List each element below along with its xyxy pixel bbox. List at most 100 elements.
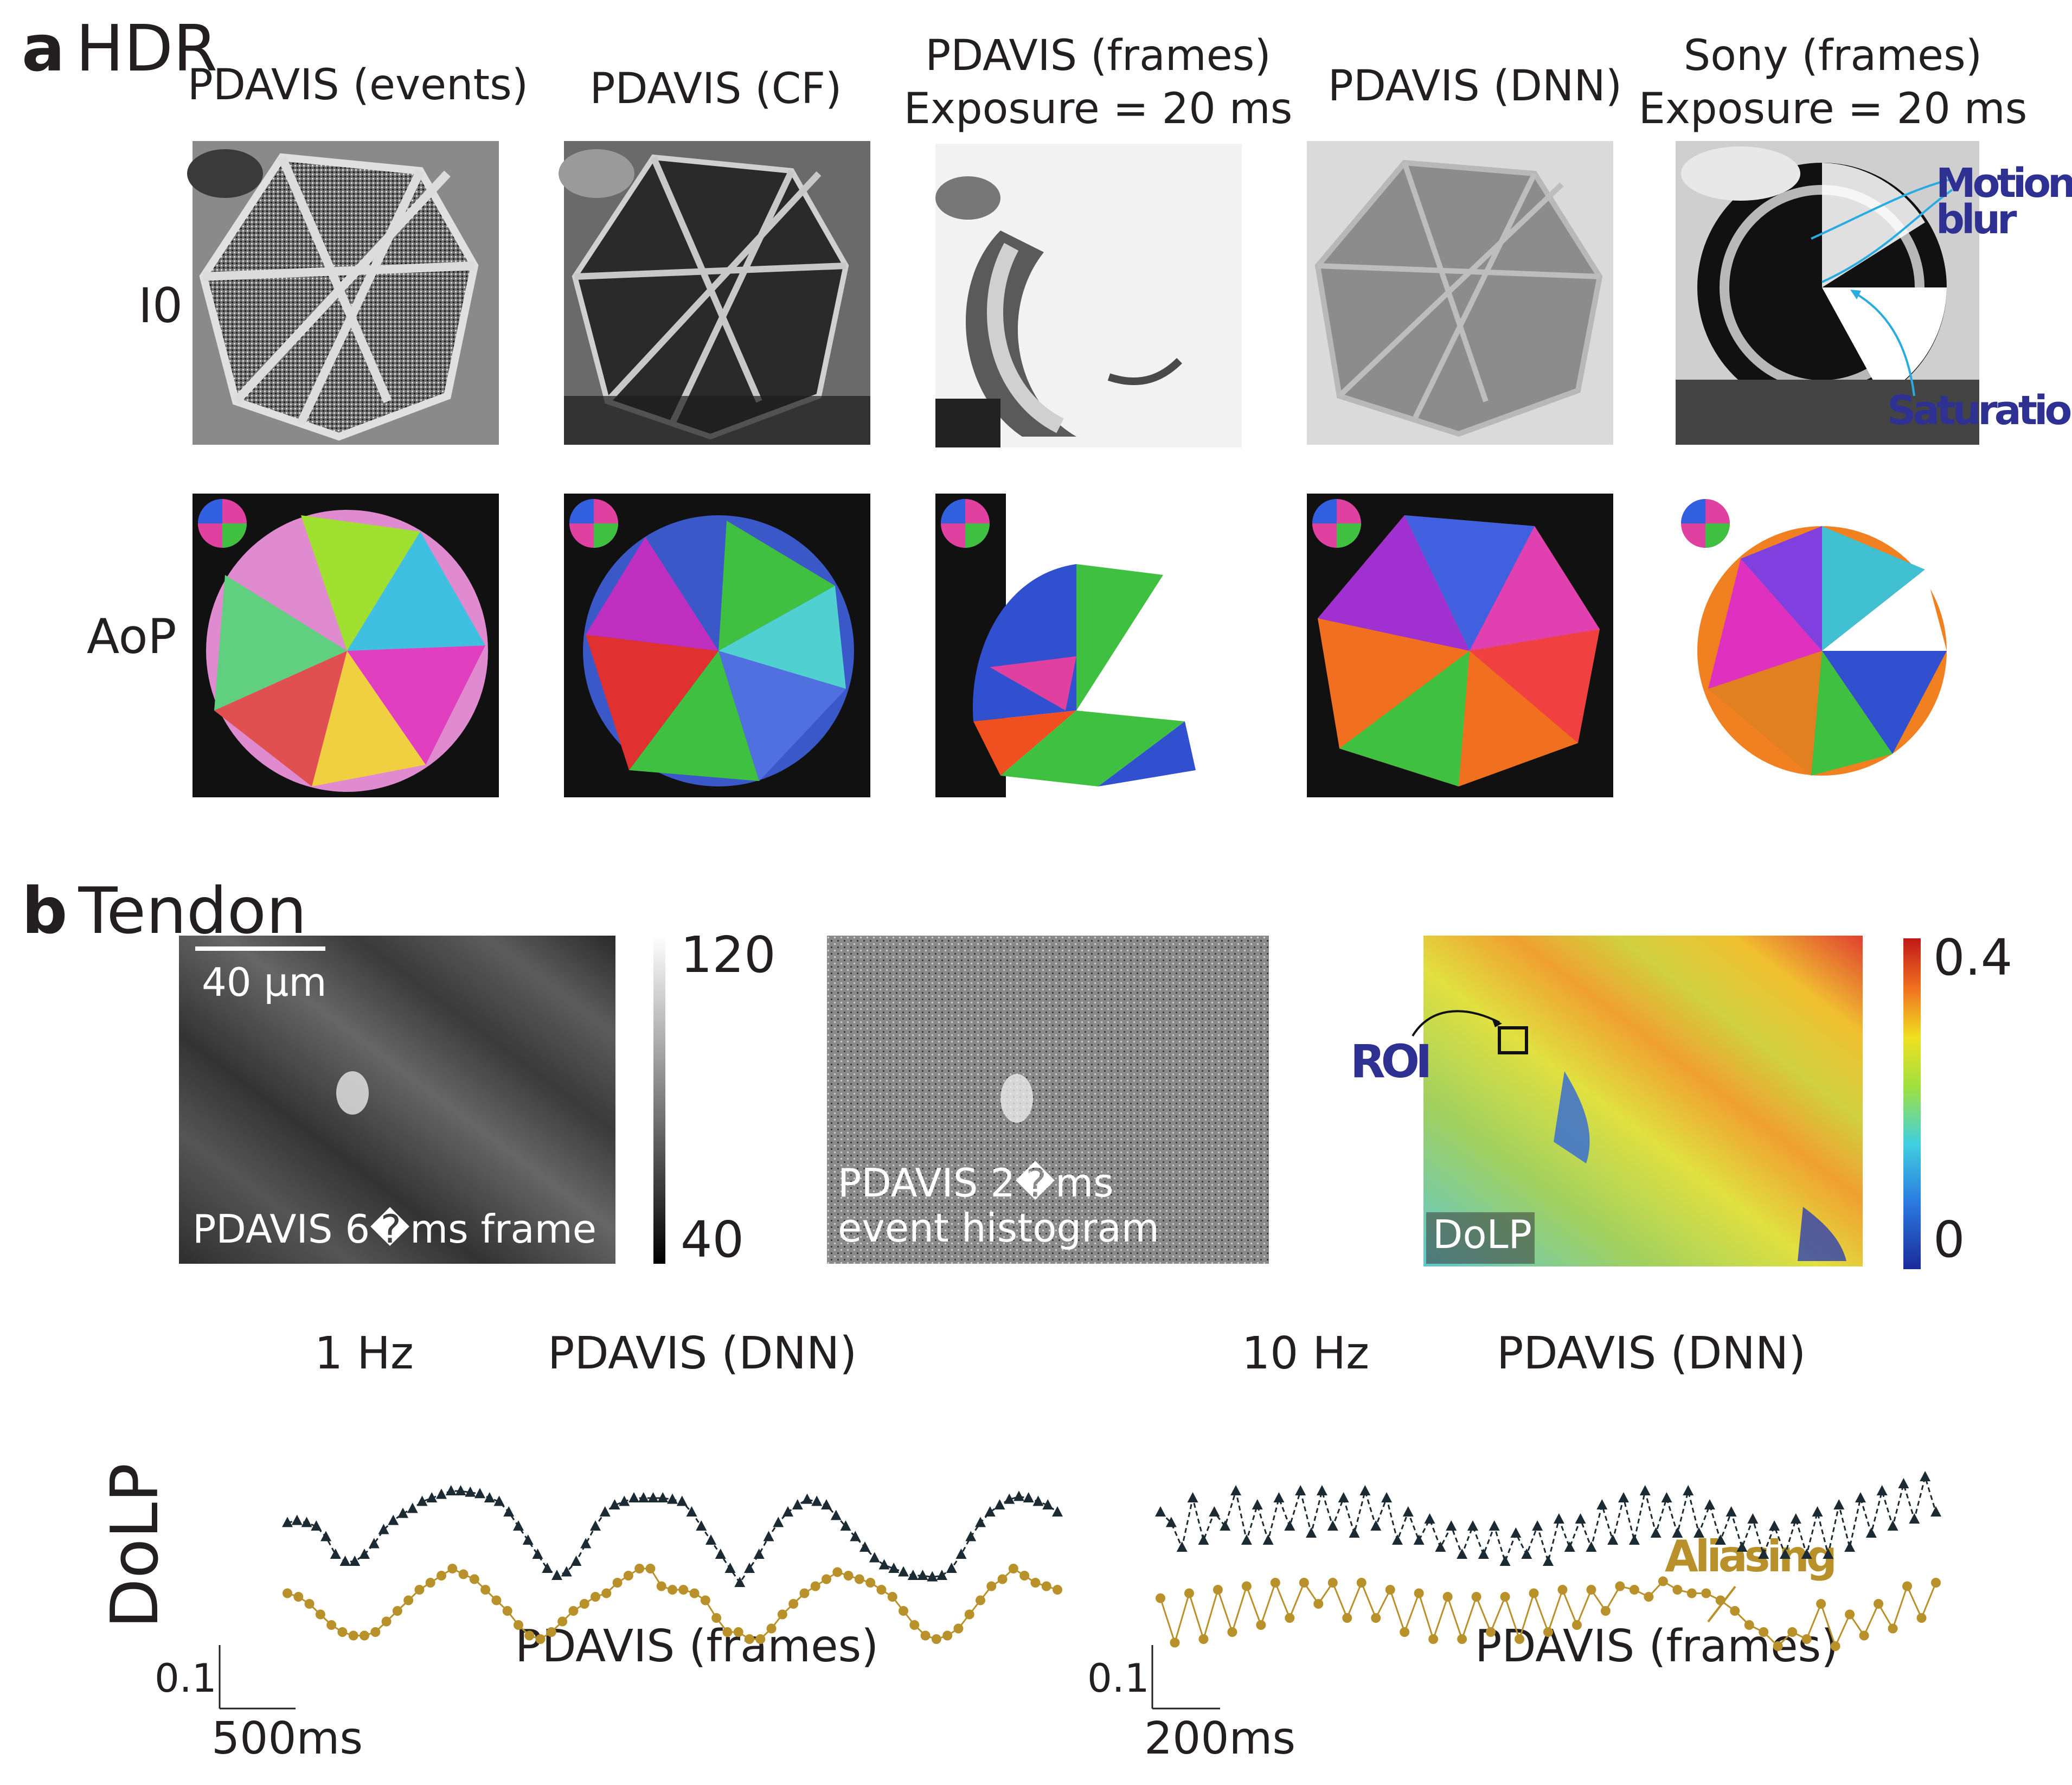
chart-right-series-2-point <box>1686 1588 1697 1598</box>
roi-arrow <box>1412 1010 1502 1037</box>
chart-left-series-1-point <box>320 1531 331 1541</box>
chart-left-series-2-point <box>326 1620 337 1630</box>
chart-left-series-1-point <box>647 1492 659 1502</box>
chart-left-series-1-point <box>599 1506 611 1517</box>
chart-right-series-2-point <box>1586 1585 1596 1595</box>
dolp-image-label: DoLP <box>1433 1212 1532 1257</box>
chart-right-series-2-point <box>1184 1588 1194 1598</box>
chart-right-series-1-point <box>1532 1520 1543 1531</box>
chart-right-series-1-point <box>1736 1541 1748 1552</box>
chart-left-series-1-point <box>532 1549 543 1559</box>
chart-right-series-2-point <box>1557 1585 1568 1595</box>
column-header-line: PDAVIS (DNN) <box>1327 62 1622 111</box>
chart-right-series-1-point <box>1898 1478 1909 1488</box>
chart-right-series-1-point <box>1865 1527 1877 1538</box>
chart-left-series-2-point <box>887 1592 897 1602</box>
histogram-label: PDAVIS 2�ms event histogram <box>838 1161 1159 1251</box>
chart-left-series-1-point <box>955 1549 967 1559</box>
chart-right-series-1-point <box>1220 1520 1231 1531</box>
chart-left-series-1-point <box>657 1492 669 1502</box>
chart-right-series-1-point <box>1930 1506 1941 1517</box>
chart-left-series-1-point <box>907 1570 919 1580</box>
chart-right-series-1-point <box>1327 1520 1338 1531</box>
chart-right-series-1-point <box>1489 1520 1500 1531</box>
chart-left-series-2-point <box>458 1569 469 1579</box>
chart-left-series-1-point <box>561 1566 572 1577</box>
chart-left-series-2-point <box>514 1620 523 1630</box>
chart-left-series-1-point <box>291 1514 303 1525</box>
aop-image-cf <box>564 494 870 797</box>
chart-right-scalebar-x-label: 200ms <box>1144 1713 1296 1764</box>
chart-left-series-2-point <box>668 1585 677 1595</box>
chart-left-series-1-point <box>676 1495 688 1506</box>
chart-right-series-1-point <box>1165 1517 1177 1527</box>
chart-right-series-2-point <box>1342 1613 1352 1623</box>
chart-left-series-2-point <box>557 1616 568 1627</box>
chart-right-series-1-point <box>1359 1485 1371 1495</box>
chart-right-series-2-point <box>1816 1599 1826 1609</box>
chart-left-series-2-point <box>766 1623 777 1634</box>
chart-right-series-2-point <box>1256 1620 1266 1630</box>
chart-left-series-2-point <box>942 1630 953 1641</box>
chart-right-series-1-point <box>1187 1492 1198 1502</box>
chart-left-series-2-point <box>579 1599 589 1609</box>
chart-right-series-1-point <box>1155 1506 1166 1517</box>
chart-right-series-1-point <box>1909 1513 1920 1524</box>
chart-left-series-2-point <box>931 1634 941 1644</box>
chart-right-series-2-point <box>1486 1627 1496 1637</box>
chart-left-series-2-point <box>678 1585 689 1595</box>
chart-left-series-1-point <box>542 1563 553 1573</box>
chart-right-series-2-point <box>1931 1578 1941 1588</box>
chart-right-series-1-point <box>1801 1549 1812 1559</box>
chart-left-series-2-point <box>315 1609 325 1620</box>
chart-right-series-1-point <box>1607 1534 1619 1545</box>
chart-right-series-2-point <box>1156 1593 1165 1603</box>
chart-right-series-1-point <box>1209 1506 1220 1517</box>
chart-left-series-1-point <box>1032 1495 1044 1506</box>
chart-left-series-1-point <box>359 1549 370 1559</box>
chart-left-series-1-point <box>1004 1493 1015 1504</box>
column-header-line: Sony (frames) <box>1683 31 1983 80</box>
chart-left-series-1-point <box>888 1563 900 1573</box>
chart-left-series-2-point <box>788 1599 799 1609</box>
chart-right-series-1-point <box>1844 1541 1856 1552</box>
chart-left-series-2-point <box>799 1588 810 1598</box>
chart-right-series-2-point <box>1888 1623 1898 1634</box>
chart-left-series-2-point <box>733 1627 743 1637</box>
chart-right-series-1-point <box>1920 1471 1931 1481</box>
chart-left-series-1-point <box>975 1517 986 1527</box>
chart-left-series-1-point <box>801 1493 813 1504</box>
chart-left-series-1-point <box>753 1549 765 1559</box>
chart-right-series-2-point <box>1327 1578 1338 1588</box>
i0-image-dnn <box>1307 141 1613 445</box>
i0-image-sony <box>1676 141 1979 445</box>
column-header-line: PDAVIS (events) <box>187 61 529 110</box>
chart-left-series-2-point <box>810 1581 820 1591</box>
chart-left-series-2-point <box>469 1574 479 1584</box>
column-header-events: PDAVIS (events) <box>163 64 553 106</box>
chart-right-title: 10 Hz <box>1242 1328 1370 1379</box>
chart-right-series-1-point <box>1586 1541 1597 1552</box>
chart-right-series-2-point <box>1371 1613 1381 1623</box>
chart-left-series-2-point <box>381 1616 392 1627</box>
chart-left-series-1-point <box>946 1563 957 1573</box>
aop-image-sony <box>1676 494 1979 797</box>
chart-left-series-1-point <box>869 1552 880 1563</box>
chart-left-series-2-point <box>1008 1564 1018 1573</box>
chart-left-series-1-point <box>1023 1492 1034 1502</box>
chart-right-series-1-point <box>1683 1485 1694 1495</box>
chart-left-series-2-point <box>480 1585 491 1595</box>
chart-right-series-1-point <box>1284 1520 1295 1531</box>
chart-left-scalebar-x-label: 500ms <box>211 1713 363 1764</box>
histogram-label-line2: event histogram <box>838 1205 1159 1251</box>
chart-right-series-2-point <box>1644 1592 1654 1602</box>
i0-image-cf <box>559 141 870 445</box>
chart-right-series-1-point <box>1402 1506 1414 1517</box>
chart-right-series-1-point <box>1230 1485 1242 1495</box>
chart-left-series-2-point <box>360 1630 369 1641</box>
chart-right-series-1-point <box>1198 1534 1209 1545</box>
chart-right-series-1-point <box>1575 1513 1586 1524</box>
chart-right-series-2-point <box>1773 1641 1783 1651</box>
chart-left-series-1-point <box>782 1506 793 1517</box>
